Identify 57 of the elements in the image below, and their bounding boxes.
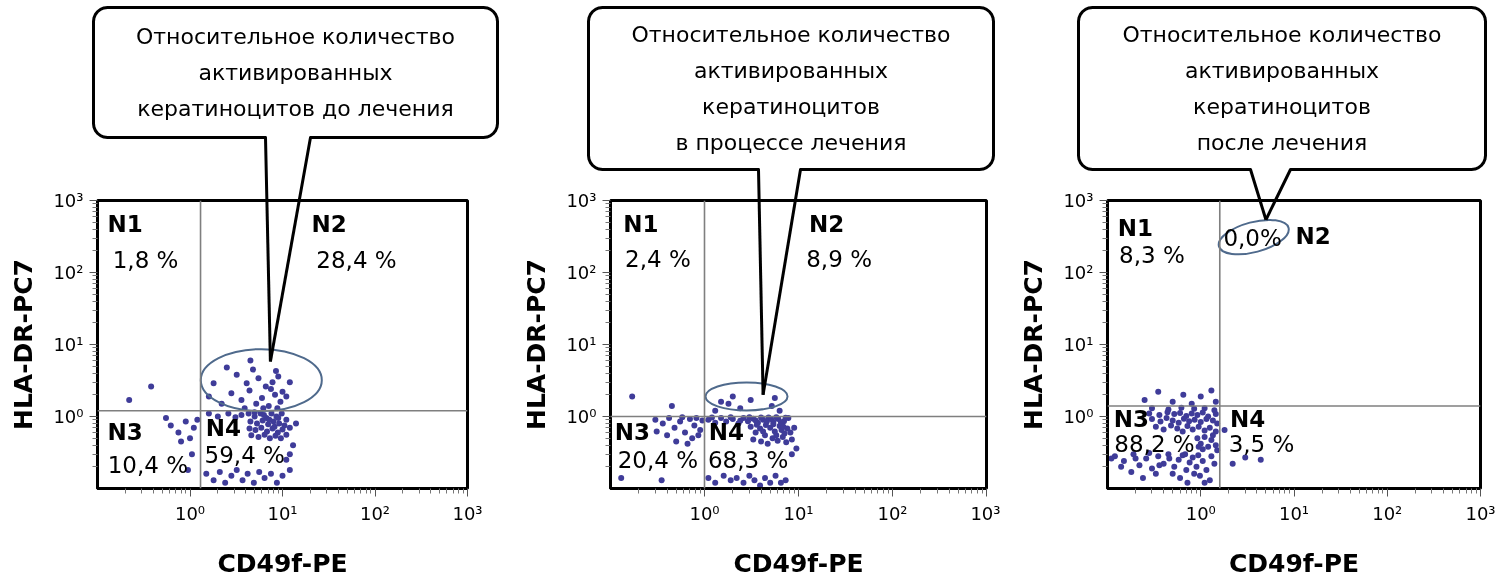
annotation: N1 — [1117, 215, 1154, 242]
y-tick-label: 10² — [53, 262, 84, 283]
y-tick-label: 10⁰ — [53, 406, 84, 427]
y-tick-label: 10² — [566, 262, 597, 283]
annotation: N1 — [107, 211, 143, 238]
y-axis-title: HLA-DR-PC7 — [1019, 258, 1049, 431]
x-tick-label: 10¹ — [267, 502, 298, 524]
y-axis-title: HLA-DR-PC7 — [9, 258, 39, 431]
annotation: N4 — [1230, 405, 1266, 432]
y-tick-label: 10¹ — [566, 334, 597, 355]
annotation: 10,4 % — [107, 452, 189, 479]
annotation: 28,4 % — [316, 246, 397, 273]
x-tick-label: 10² — [359, 502, 391, 524]
y-axis-title: HLA-DR-PC7 — [522, 258, 552, 431]
annotation: 2,4 % — [625, 245, 691, 272]
x-axis-title: CD49f-PE — [733, 548, 864, 578]
annotation: 8,9 % — [806, 245, 872, 272]
annotation: N3 — [614, 419, 650, 446]
y-tick-label: 10³ — [1063, 190, 1094, 211]
x-tick-label: 10² — [877, 502, 908, 524]
y-tick-label: 10³ — [566, 190, 597, 211]
annotation: N2 — [809, 211, 845, 238]
x-tick-label: 10³ — [1465, 502, 1496, 524]
x-tick-label: 10¹ — [783, 502, 814, 524]
annotation: 0,0% — [1223, 225, 1282, 252]
x-tick-label: 10² — [1372, 502, 1403, 524]
annotation: 3,5 % — [1228, 431, 1295, 458]
annotation: N1 — [623, 211, 659, 238]
annotation: N2 — [1295, 223, 1331, 250]
annotation: N4 — [708, 419, 744, 446]
annotation: 59,4 % — [204, 442, 285, 469]
y-tick-label: 10² — [1063, 262, 1094, 283]
x-tick-label: 10⁰ — [1185, 502, 1216, 524]
y-tick-label: 10⁰ — [566, 406, 597, 427]
x-tick-label: 10⁰ — [689, 502, 720, 524]
y-tick-label: 10¹ — [1063, 334, 1094, 355]
chart-title: Относительное количество активированных кератиноцитов после лечения — [1122, 21, 1442, 156]
x-tick-label: 10⁰ — [174, 502, 206, 524]
chart-title: Относительное количество активированных кератиноцитов в процессе лечения — [631, 21, 951, 156]
annotation: 1,8 % — [112, 246, 179, 273]
annotation: N3 — [1113, 405, 1150, 432]
y-tick-label: 10³ — [53, 190, 84, 211]
annotation: N3 — [107, 419, 143, 446]
chart-title: Относительное количество активированных кератиноцитов до лечения — [135, 23, 456, 122]
annotation: 20,4 % — [617, 446, 699, 473]
y-tick-label: 10¹ — [53, 334, 84, 355]
annotation: N2 — [311, 211, 347, 238]
x-tick-label: 10¹ — [1278, 502, 1310, 524]
x-tick-label: 10³ — [970, 502, 1001, 524]
y-tick-label: 10⁰ — [1063, 406, 1094, 427]
annotation: 88,2 % — [1114, 431, 1195, 458]
annotation: 8,3 % — [1119, 241, 1185, 268]
x-tick-label: 10³ — [452, 502, 483, 524]
x-axis-title: CD49f-PE — [217, 548, 348, 578]
annotation: N4 — [205, 414, 241, 441]
annotation: 68,3 % — [707, 446, 789, 473]
x-axis-title: CD49f-PE — [1228, 548, 1360, 578]
